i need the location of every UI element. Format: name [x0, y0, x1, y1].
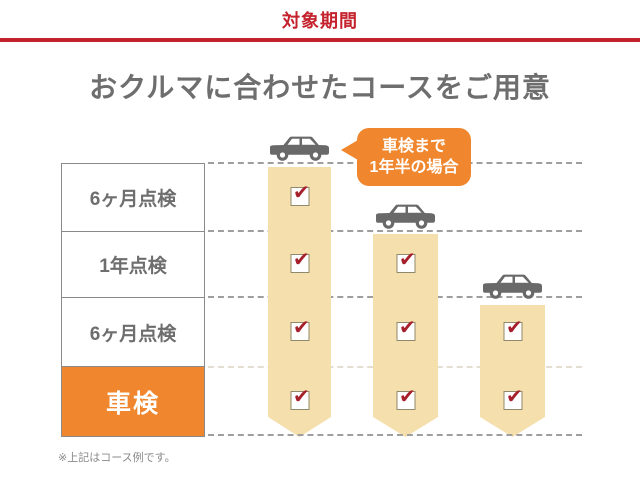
- checkbox-icon: ✔: [396, 322, 415, 341]
- callout-tail-icon: [341, 140, 358, 160]
- checkmark-icon: ✔: [293, 180, 310, 204]
- table-row-label: 車検: [105, 389, 160, 418]
- checkmark-icon: ✔: [293, 384, 310, 408]
- table-row-1year: 1年点検: [62, 231, 204, 297]
- car-icon: [483, 274, 542, 299]
- checkmark-icon: ✔: [293, 315, 310, 339]
- checkbox-icon: ✔: [290, 391, 309, 410]
- table-row-label: 6ヶ月点検: [89, 323, 177, 345]
- checkmark-icon: ✔: [293, 247, 310, 271]
- checkmark-icon: ✔: [506, 315, 523, 339]
- checkbox-icon: ✔: [290, 254, 309, 273]
- table-row-6month-second: 6ヶ月点検: [62, 297, 204, 366]
- car-icon: [270, 136, 329, 161]
- checkmark-icon: ✔: [399, 384, 416, 408]
- checkbox-icon: ✔: [290, 187, 309, 206]
- car-icon: [376, 204, 435, 229]
- timeline-gridline-2: [208, 230, 582, 232]
- checkbox-icon: ✔: [290, 322, 309, 341]
- checkbox-icon: ✔: [396, 391, 415, 410]
- table-row-label: 6ヶ月点検: [89, 189, 177, 210]
- checkbox-icon: ✔: [503, 391, 522, 410]
- checkbox-icon: ✔: [503, 322, 522, 341]
- table-row-shaken-highlight: 車検: [62, 366, 204, 436]
- checkmark-icon: ✔: [506, 384, 523, 408]
- callout-bubble: 車検まで 1年半の場合: [341, 128, 471, 186]
- footnote: ※上記はコース例です。: [58, 452, 176, 464]
- page-title: おクルマに合わせたコースをご用意: [89, 72, 551, 103]
- callout-line-2: 1年半の場合: [369, 159, 459, 176]
- course-column-6months: ✔ ✔: [480, 305, 545, 437]
- checkmark-icon: ✔: [399, 247, 416, 271]
- header-divider: [0, 38, 640, 42]
- table-row-6month-first: 6ヶ月点検: [62, 164, 204, 231]
- header-label: 対象期間: [282, 11, 358, 31]
- inspection-table: 6ヶ月点検 1年点検 6ヶ月点検 車検: [61, 163, 205, 437]
- table-row-label: 1年点検: [99, 256, 167, 277]
- course-column-12months: ✔ ✔ ✔: [373, 234, 438, 437]
- callout-line-1: 車検まで: [381, 138, 446, 155]
- timeline-gridline-bottom: [208, 434, 582, 436]
- checkmark-icon: ✔: [399, 315, 416, 339]
- course-column-18months: ✔ ✔ ✔ ✔: [268, 167, 331, 437]
- checkbox-icon: ✔: [396, 254, 415, 273]
